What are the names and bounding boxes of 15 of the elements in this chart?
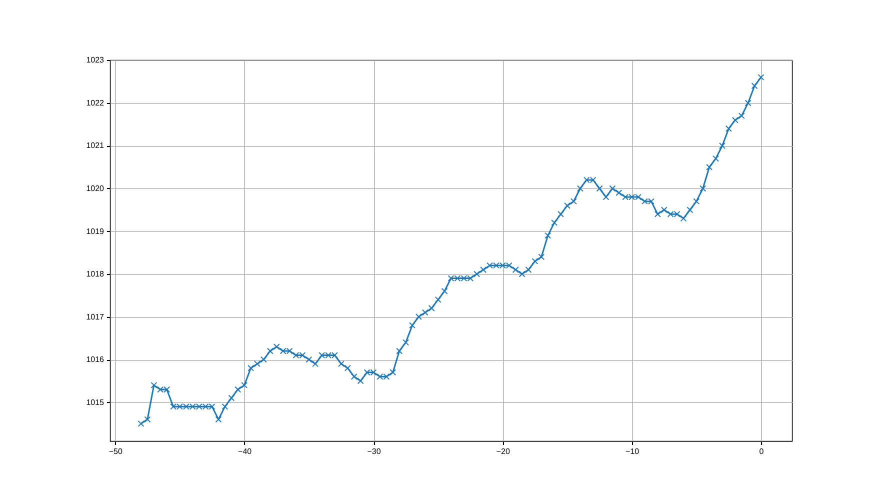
y-tick-label: 1019	[86, 226, 105, 236]
y-tick-label: 1020	[86, 184, 105, 193]
y-tick-label: 1023	[86, 56, 105, 65]
x-tick-label: −20	[496, 447, 510, 456]
x-tick-label: −10	[626, 447, 640, 456]
x-tick-label: 0	[759, 447, 764, 456]
y-tick-label: 1017	[86, 312, 105, 322]
x-tick-label: −40	[238, 447, 252, 456]
x-tick-label: −30	[367, 447, 382, 456]
y-tick-label: 1018	[86, 270, 105, 279]
y-tick-label: 1015	[86, 398, 105, 407]
x-tick-label: −50	[108, 447, 123, 456]
y-tick-label: 1016	[86, 355, 105, 364]
y-tick-label: 1021	[86, 141, 105, 150]
y-tick-label: 1022	[86, 98, 105, 108]
